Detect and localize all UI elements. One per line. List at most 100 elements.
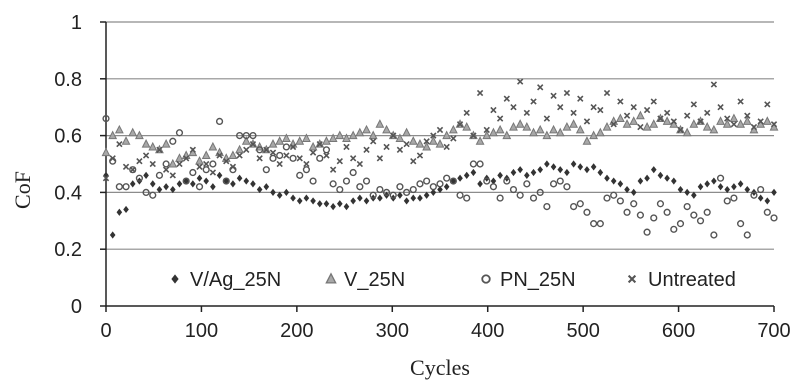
data-point xyxy=(283,188,290,196)
legend-marker xyxy=(627,274,637,284)
data-point xyxy=(410,157,417,165)
data-point xyxy=(469,160,478,168)
data-point xyxy=(303,160,310,168)
data-point xyxy=(256,185,263,194)
data-point xyxy=(423,191,430,199)
data-point xyxy=(249,132,257,140)
data-point xyxy=(235,144,245,154)
data-point xyxy=(276,191,283,199)
data-point xyxy=(550,163,557,171)
data-point xyxy=(650,166,657,174)
data-point xyxy=(342,177,351,185)
data-point xyxy=(557,104,564,111)
data-point xyxy=(323,200,330,208)
data-point xyxy=(677,126,684,134)
y-tick-label: 0.8 xyxy=(54,69,82,91)
data-point xyxy=(403,197,410,205)
series-triangle xyxy=(101,110,779,168)
data-point xyxy=(196,174,203,182)
data-point xyxy=(363,146,370,153)
data-point xyxy=(109,155,116,162)
data-point xyxy=(310,197,316,205)
data-point xyxy=(114,124,124,134)
data-point xyxy=(503,95,510,102)
data-point xyxy=(430,132,437,139)
data-point xyxy=(263,146,270,153)
data-point xyxy=(362,124,371,134)
data-point xyxy=(724,185,731,194)
data-point xyxy=(644,174,650,182)
data-point xyxy=(696,217,705,225)
series-x xyxy=(102,78,778,182)
data-point xyxy=(762,116,772,125)
data-point xyxy=(770,214,778,222)
data-point xyxy=(716,116,725,125)
data-point xyxy=(416,152,424,159)
legend-label: PN_25N xyxy=(500,269,576,291)
data-point xyxy=(642,121,652,131)
data-point xyxy=(643,228,651,236)
data-point xyxy=(295,136,305,145)
data-point xyxy=(396,146,404,153)
data-point xyxy=(530,168,537,177)
data-point xyxy=(175,129,184,137)
data-point xyxy=(549,124,558,134)
data-point xyxy=(516,191,524,199)
data-point xyxy=(450,177,457,185)
series-diamond xyxy=(103,160,777,239)
data-point xyxy=(482,130,492,140)
data-point xyxy=(329,180,337,188)
data-point xyxy=(336,185,344,194)
data-point xyxy=(483,177,491,185)
data-point xyxy=(156,146,163,153)
data-point xyxy=(443,143,450,151)
data-point xyxy=(450,135,457,142)
data-point xyxy=(357,194,363,202)
data-point xyxy=(530,98,537,105)
data-point xyxy=(176,160,183,168)
data-point xyxy=(350,197,356,205)
data-point xyxy=(736,220,745,228)
data-point xyxy=(283,152,290,159)
tick-labels: 0 0.2 0.4 0.6 0.8 1 0 100 200 300 400 500 600 700 xyxy=(54,12,791,342)
data-point xyxy=(630,188,637,196)
y-tick-label: 0.6 xyxy=(54,126,82,148)
legend: V/Ag_25N V_25N PN_25N Untreated xyxy=(171,269,736,291)
data-point xyxy=(590,104,597,111)
data-point xyxy=(710,81,718,88)
data-point xyxy=(570,160,577,168)
data-point xyxy=(704,109,711,117)
data-point xyxy=(129,166,137,174)
data-point xyxy=(629,116,639,125)
data-point xyxy=(457,174,463,182)
data-point xyxy=(662,116,672,125)
x-tick-label: 100 xyxy=(185,320,218,342)
data-point xyxy=(330,203,336,211)
data-point xyxy=(149,180,156,188)
data-point xyxy=(142,152,150,159)
data-point xyxy=(577,163,584,171)
data-point xyxy=(515,119,525,128)
data-point xyxy=(682,127,692,137)
data-point xyxy=(195,183,204,191)
x-tick-label: 200 xyxy=(280,320,313,342)
data-point xyxy=(456,191,464,199)
data-point xyxy=(462,121,472,131)
data-point xyxy=(623,208,631,216)
data-point xyxy=(241,136,251,145)
data-point xyxy=(729,113,739,123)
data-point xyxy=(176,180,183,188)
data-point xyxy=(215,117,224,126)
data-point xyxy=(489,127,498,137)
data-point xyxy=(463,109,470,117)
data-point xyxy=(436,126,444,134)
data-point xyxy=(677,185,684,194)
data-point xyxy=(202,166,210,174)
data-point xyxy=(128,127,138,137)
data-point xyxy=(497,171,503,179)
data-point xyxy=(428,136,438,145)
data-point xyxy=(737,98,744,105)
data-point xyxy=(563,89,571,97)
legend-marker xyxy=(171,274,179,284)
data-point xyxy=(141,139,151,148)
